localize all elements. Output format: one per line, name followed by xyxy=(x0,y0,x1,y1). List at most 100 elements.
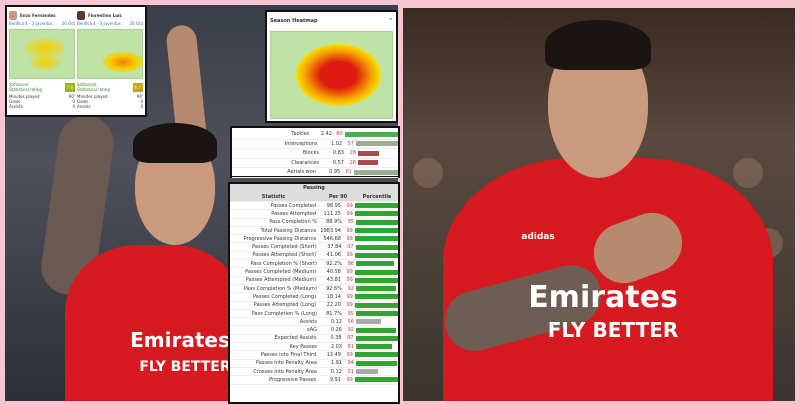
table-row: Passes into Final Third 13.49 99 xyxy=(230,351,399,360)
player-card-1: Florentino Luís Benfica 4 - 3 Juventus 26… xyxy=(77,9,143,113)
stat-per90: 2.03 xyxy=(330,343,342,350)
percentile-bar xyxy=(354,236,399,242)
player-card-0: Enzo Fernández Benfica 4 - 3 Juventus 26 … xyxy=(9,9,75,113)
heatmap xyxy=(77,29,143,79)
table-row: Passes into Penalty Area 1.91 94 xyxy=(230,360,398,368)
stat-name: Passes into Penalty Area xyxy=(255,360,317,367)
percentile-bar xyxy=(354,252,399,258)
table-row: Clearances 0.57 26 xyxy=(232,159,398,168)
match-label: Benfica 4 - 3 Juventus xyxy=(77,21,121,26)
stat-name: Pass Completion % (Short) xyxy=(250,260,317,267)
stat-value: 0 xyxy=(72,104,75,109)
table-row: Assists 0.12 56 xyxy=(230,318,398,327)
rating-badge: 6.7 xyxy=(132,82,143,92)
stat-name: Passes Completed (Short) xyxy=(252,244,317,251)
heatmap xyxy=(9,29,75,79)
stat-per90: 88.9% xyxy=(326,219,342,226)
stat-percentile: 57 xyxy=(347,140,354,147)
column-header: Percentile xyxy=(362,193,392,200)
stat-percentile: 99 xyxy=(346,252,353,259)
stat-label: Goals xyxy=(77,99,89,104)
stat-percentile: 99 xyxy=(346,376,353,383)
table-row: Interceptions 1.02 57 xyxy=(232,140,398,149)
stat-name: Passes Completed (Long) xyxy=(252,293,317,300)
player-name: Florentino Luís xyxy=(88,12,122,18)
stat-per90: 0.38 xyxy=(330,335,342,342)
table-row: Passes Attempted (Short) 41.06 99 xyxy=(230,252,399,261)
stat-per90: 40.58 xyxy=(326,269,341,276)
stat-name: Passes into Final Third xyxy=(260,351,317,358)
stat-percentile: 95 xyxy=(347,310,354,317)
table-row: Expected Assists 0.38 97 xyxy=(230,335,398,344)
stat-per90: 37.84 xyxy=(327,244,342,251)
table-row: Key Passes 2.03 81 xyxy=(230,343,398,352)
stat-name: Passes Attempted (Medium) xyxy=(245,277,317,284)
table-row: Tackles 2.42 80 xyxy=(232,130,398,140)
stat-per90: 0.12 xyxy=(330,318,342,325)
stat-percentile: 99 xyxy=(346,302,353,309)
stat-name: Assists xyxy=(299,318,317,325)
stat-value: 0 xyxy=(72,99,75,104)
percentile-bar xyxy=(355,335,398,341)
stat-name: Aerials won xyxy=(287,169,316,176)
stat-label: Assists xyxy=(9,104,23,109)
stat-value: 90' xyxy=(68,94,75,99)
stat-per90: 98.95 xyxy=(326,202,341,209)
stat-per90: 18.14 xyxy=(326,293,341,300)
percentile-bar xyxy=(356,360,398,366)
stat-per90: 111.25 xyxy=(323,210,341,217)
rating-label: Statistical rating xyxy=(77,87,110,92)
red-shirt xyxy=(443,158,773,401)
stat-percentile: 97 xyxy=(347,335,354,342)
sponsor-text: Emirates xyxy=(528,280,678,315)
percentile-bar xyxy=(356,344,392,350)
table-row: Pass Completion % (Short) 92.2% 86 xyxy=(230,260,398,269)
percentile-bar xyxy=(355,141,398,147)
table-row: Pass Completion % (Medium) 92.6% 92 xyxy=(230,285,398,294)
stat-per90: 1.02 xyxy=(331,140,343,147)
stat-name: Expected Assists xyxy=(274,335,317,342)
player-comparison-card: Enzo Fernández Benfica 4 - 3 Juventus 26 … xyxy=(5,5,147,117)
percentile-bar xyxy=(356,219,398,225)
season-heatmap xyxy=(270,31,393,119)
table-row: Passes Attempted (Medium) 43.81 99 xyxy=(230,277,399,285)
stat-name: Pass Completion % (Medium) xyxy=(243,285,317,292)
stat-per90: 1.91 xyxy=(330,360,342,367)
season-heatmap-card: Season Heatmap ^ xyxy=(265,10,398,123)
stat-percentile: 99 xyxy=(346,351,353,358)
table-row: Passes Completed (Medium) 40.58 99 xyxy=(230,268,399,277)
rating-label: Sofascore xyxy=(77,82,97,87)
percentile-bar xyxy=(356,286,397,292)
table-row: Pass Completion % (Long) 81.7% 95 xyxy=(230,310,398,319)
stat-per90: 0.26 xyxy=(330,327,342,334)
stat-percentile: 28 xyxy=(349,150,356,157)
percentile-bar xyxy=(354,269,399,275)
stat-name: Progressive Passing Distance xyxy=(243,235,317,242)
avatar xyxy=(9,10,17,20)
sponsor-slogan: FLY BETTER xyxy=(547,318,679,342)
sponsor-slogan: FLY BETTER xyxy=(139,359,231,375)
player-name: Enzo Fernández xyxy=(20,12,56,18)
stat-percentile: 92 xyxy=(347,327,354,334)
percentile-bar xyxy=(356,311,398,316)
stat-name: Pass Completion % (Long) xyxy=(251,310,317,317)
stat-percentile: 99 xyxy=(346,210,353,217)
percentile-bar xyxy=(356,319,381,325)
stat-name: Clearances xyxy=(291,159,319,166)
column-header: Statistic xyxy=(261,193,286,200)
stat-per90: 43.81 xyxy=(326,277,341,284)
stat-name: Tackles xyxy=(291,131,310,138)
percentile-bar xyxy=(354,294,399,300)
percentile-bar xyxy=(354,203,399,209)
stat-per90: 1983.94 xyxy=(320,227,341,234)
table-row: Pass Completion % 88.9% 95 xyxy=(230,219,398,227)
stat-percentile: 86 xyxy=(347,260,354,267)
stat-name: xAG xyxy=(306,327,317,334)
column-header: Per 90 xyxy=(328,193,348,200)
stat-percentile: 51 xyxy=(347,368,354,375)
brand-text: adidas xyxy=(521,232,555,242)
stat-value: 0 xyxy=(140,104,143,109)
chevron-up-icon[interactable]: ^ xyxy=(388,18,393,24)
stat-per90: 0.12 xyxy=(330,368,342,375)
stat-per90: 9.91 xyxy=(329,376,341,383)
